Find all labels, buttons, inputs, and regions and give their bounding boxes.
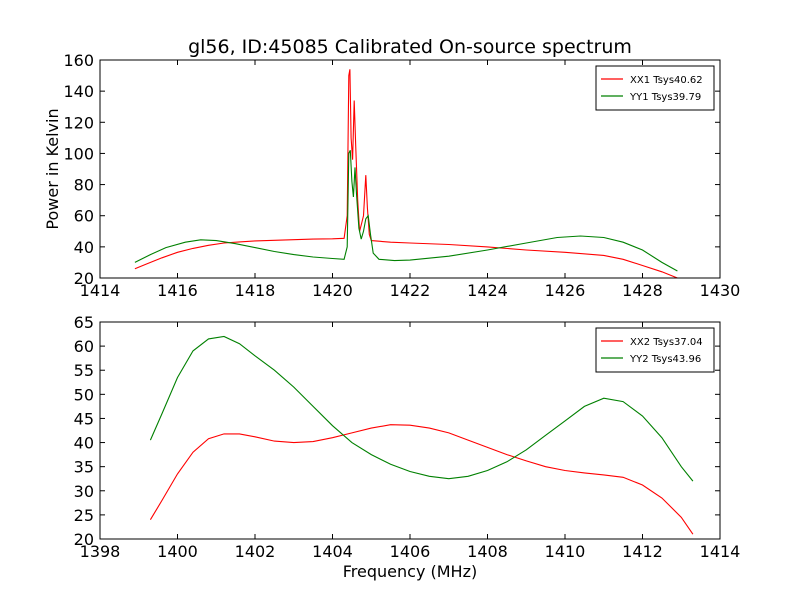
legend: XX2 Tsys37.04 YY2 Tsys43.96 [595, 327, 715, 373]
x-tick-label: 1428 [622, 281, 663, 300]
y-tick-label: 45 [74, 409, 94, 428]
y-tick-label: 140 [63, 82, 94, 101]
x-tick-label: 1410 [545, 542, 586, 561]
y-axis-title: Power in Kelvin [43, 108, 62, 229]
x-tick-label: 1420 [312, 281, 353, 300]
legend-label: YY1 Tsys39.79 [629, 92, 701, 103]
y-tick-label: 50 [74, 385, 94, 404]
y-tick-label: 80 [74, 176, 94, 195]
y-tick-label: 25 [74, 506, 94, 525]
legend-label: YY2 Tsys43.96 [629, 354, 701, 365]
y-tick-label: 160 [63, 51, 94, 70]
legend-label: XX1 Tsys40.62 [630, 75, 703, 86]
y-tick-label: 60 [74, 337, 94, 356]
legend: XX1 Tsys40.62 YY1 Tsys39.79 [595, 65, 715, 111]
y-tick-label: 20 [74, 269, 94, 288]
x-tick-label: 1402 [235, 542, 276, 561]
x-tick-label: 1414 [700, 542, 741, 561]
top-panel: 1414 1416 1418 1420 1422 1424 1426 1428 1430 20 40… [43, 51, 740, 300]
series-line-yy1 [134, 150, 678, 272]
x-tick-label: 1412 [622, 542, 663, 561]
y-tick-label: 40 [74, 434, 94, 453]
y-tick-label: 35 [74, 458, 94, 477]
x-tick-label: 1406 [390, 542, 431, 561]
x-tick-label: 1424 [467, 281, 508, 300]
chart-title: gl56, ID:45085 Calibrated On-source spec… [188, 36, 632, 58]
series-line-xx1 [134, 69, 678, 279]
bottom-panel: 1398 1400 1402 1404 1406 1408 1410 1412 1414 20 25… [74, 313, 741, 581]
legend-box [595, 65, 715, 111]
x-tick-label: 1426 [545, 281, 586, 300]
y-tick-label: 120 [63, 113, 94, 132]
x-tick-label: 1400 [157, 542, 198, 561]
series-line-yy2 [149, 335, 694, 482]
y-tick-label: 55 [74, 361, 94, 380]
x-tick-label: 1430 [700, 281, 741, 300]
x-tick-label: 1404 [312, 542, 353, 561]
x-tick-label: 1414 [80, 281, 121, 300]
legend-label: XX2 Tsys37.04 [630, 337, 703, 348]
y-tick-label: 60 [74, 207, 94, 226]
x-tick-label: 1398 [80, 542, 121, 561]
x-tick-label: 1418 [235, 281, 276, 300]
series-line-xx2 [149, 424, 694, 535]
x-tick-label: 1408 [467, 542, 508, 561]
x-axis-title: Frequency (MHz) [343, 562, 477, 581]
x-tick-label: 1422 [390, 281, 431, 300]
y-tick-label: 20 [74, 530, 94, 549]
y-tick-label: 40 [74, 238, 94, 257]
y-tick-label: 65 [74, 313, 94, 332]
x-tick-label: 1416 [157, 281, 198, 300]
y-tick-label: 100 [63, 144, 94, 163]
y-tick-label: 30 [74, 482, 94, 501]
legend-box [595, 327, 715, 373]
